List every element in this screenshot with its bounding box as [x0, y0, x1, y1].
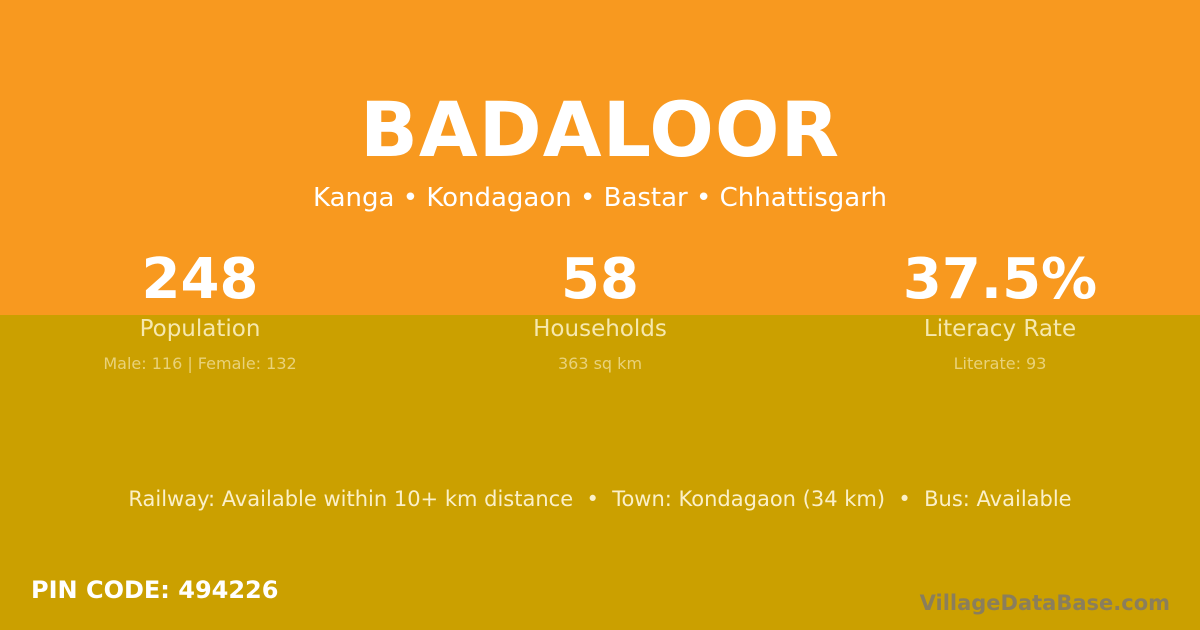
stat-households: 58 Households 363 sq km [400, 247, 800, 374]
stat-label: Literacy Rate [923, 316, 1077, 342]
header-band [0, 0, 1200, 315]
stat-detail: Male: 116 | Female: 132 [103, 354, 297, 373]
stat-detail: 363 sq km [557, 354, 643, 373]
stat-detail: Literate: 93 [953, 354, 1047, 373]
footer-band [0, 315, 1200, 630]
stat-literacy: 37.5% Literacy Rate Literate: 93 [800, 247, 1200, 374]
pin-code: PIN CODE: 494226 [31, 576, 279, 604]
stat-label: Population [139, 316, 261, 342]
stat-value: 248 [141, 247, 259, 312]
village-title: BADALOOR [359, 85, 841, 174]
stat-value: 37.5% [902, 247, 1098, 312]
stat-value: 58 [561, 247, 639, 312]
stat-label: Households [533, 316, 667, 342]
location-breadcrumb: Kanga • Kondagaon • Bastar • Chhattisgar… [313, 183, 887, 213]
connectivity-info: Railway: Available within 10+ km distanc… [128, 487, 1072, 511]
brand-logo: VillageDataBase.com [919, 591, 1170, 615]
stat-population: 248 Population Male: 116 | Female: 132 [0, 247, 400, 374]
